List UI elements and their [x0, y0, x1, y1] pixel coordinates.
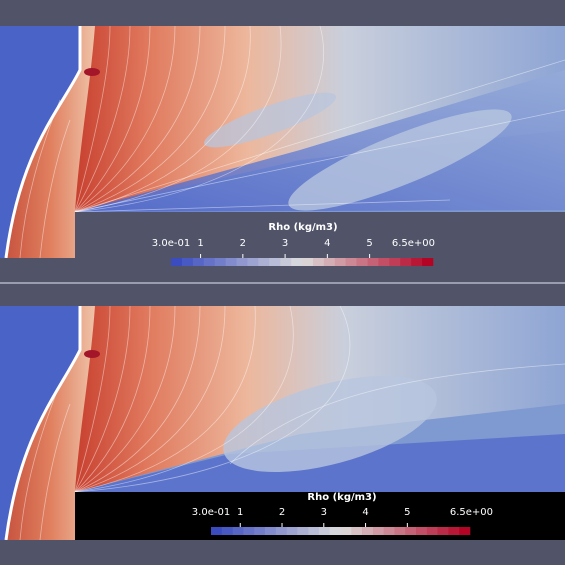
colorbar-swatch	[448, 527, 460, 535]
colorbar-swatch	[264, 527, 277, 535]
colorbar-swatch	[323, 258, 336, 266]
colorbar-swatch	[362, 527, 374, 535]
colorbar-swatch	[318, 527, 331, 535]
colorbar-swatch	[258, 258, 270, 266]
colorbar-swatch	[422, 258, 434, 266]
density-contour-plot-top: Rho (kg/m3) 3.0e-01 6.5e+00 1 2 3 4 5	[0, 26, 565, 266]
expansion-fan	[75, 70, 565, 212]
colorbar-swatch	[221, 527, 233, 535]
colorbar-title: Rho (kg/m3)	[268, 222, 337, 233]
density-contour-plot-bottom: Rho (kg/m3) 3.0e-01 6.5e+00 1 2 3 4 5	[0, 306, 565, 540]
colorbar-tick-label: 2	[279, 507, 285, 518]
colorbar-swatch	[345, 258, 357, 266]
colorbar-tick-label: 4	[362, 507, 368, 518]
colorbar-swatch	[275, 527, 287, 535]
colorbar-tick-label: 1	[197, 238, 203, 249]
colorbar-swatch	[437, 527, 449, 535]
colorbar-max-label: 6.5e+00	[392, 238, 435, 249]
colorbar-swatch	[181, 258, 194, 266]
colorbar-swatch	[203, 258, 215, 266]
colorbar-bottom: Rho (kg/m3) 3.0e-01 6.5e+00 1 2 3 4 5	[192, 492, 493, 535]
colorbar-swatch	[247, 258, 259, 266]
colorbar-tick-label: 5	[404, 507, 410, 518]
colorbar-swatch	[405, 527, 417, 535]
bow-shock-line	[4, 306, 82, 540]
colorbar-tick-label: 3	[321, 507, 327, 518]
colorbar-tick-label: 2	[240, 238, 246, 249]
colorbar-swatch	[243, 527, 255, 535]
colorbar-swatch	[302, 258, 314, 266]
body-step	[75, 212, 565, 258]
colorbar-swatch	[356, 258, 368, 266]
colorbar-swatch	[411, 258, 423, 266]
colorbar-swatch	[334, 258, 346, 266]
post-shock-region	[75, 26, 565, 212]
colorbar-swatch	[225, 258, 237, 266]
density-blob	[204, 92, 336, 148]
colorbar-swatch	[329, 527, 341, 535]
colorbar-swatch	[297, 527, 309, 535]
colorbar-swatch	[372, 527, 384, 535]
colorbar-swatch	[340, 527, 352, 535]
colorbar-swatch	[416, 527, 428, 535]
colorbar-top: Rho (kg/m3) 3.0e-01 6.5e+00 1 2 3 4 5	[152, 222, 435, 266]
colorbar-swatch	[192, 258, 205, 266]
colorbar-swatch	[214, 258, 226, 266]
colorbar-swatch	[394, 527, 406, 535]
render-view-top[interactable]: Rho (kg/m3) 3.0e-01 6.5e+00 1 2 3 4 5	[0, 0, 565, 282]
density-blob	[288, 109, 512, 211]
colorbar-tick-label: 5	[366, 238, 372, 249]
colorbar-swatch	[171, 258, 183, 266]
colorbar-swatch	[459, 527, 471, 535]
colorbar-swatch	[426, 527, 438, 535]
colorbar-tick-label: 1	[237, 507, 243, 518]
colorbar-swatch	[389, 258, 401, 266]
view-divider[interactable]	[0, 282, 565, 284]
colorbar-swatch	[269, 258, 281, 266]
colorbar-swatch	[286, 527, 298, 535]
colorbar-swatch	[312, 258, 325, 266]
stagnation-peak	[84, 350, 100, 358]
stagnation-peak	[84, 68, 100, 76]
density-blob	[223, 376, 437, 472]
colorbar-swatch	[308, 527, 320, 535]
colorbar-swatch	[280, 258, 292, 266]
colorbar-swatch	[383, 527, 395, 535]
colorbar-swatch	[400, 258, 412, 266]
colorbar-swatch	[378, 258, 390, 266]
colorbar-swatch	[236, 258, 248, 266]
contour-lines	[19, 26, 565, 258]
render-view-bottom[interactable]: Rho (kg/m3) 3.0e-01 6.5e+00 1 2 3 4 5	[0, 284, 565, 565]
contour-lines	[19, 306, 565, 540]
colorbar-swatch	[351, 527, 363, 535]
colorbar-title: Rho (kg/m3)	[307, 492, 376, 503]
colorbar-min-label: 3.0e-01	[152, 238, 190, 249]
colorbar-swatch	[291, 258, 303, 266]
colorbar-swatch	[232, 527, 244, 535]
colorbar-tick-label: 4	[324, 238, 330, 249]
colorbar-swatch	[254, 527, 266, 535]
colorbar-max-label: 6.5e+00	[450, 507, 493, 518]
colorbar-swatch	[211, 527, 223, 535]
colorbar-tick-label: 3	[282, 238, 288, 249]
bow-shock-line	[4, 26, 82, 258]
colorbar-swatch	[367, 258, 379, 266]
colorbar-min-label: 3.0e-01	[192, 507, 230, 518]
